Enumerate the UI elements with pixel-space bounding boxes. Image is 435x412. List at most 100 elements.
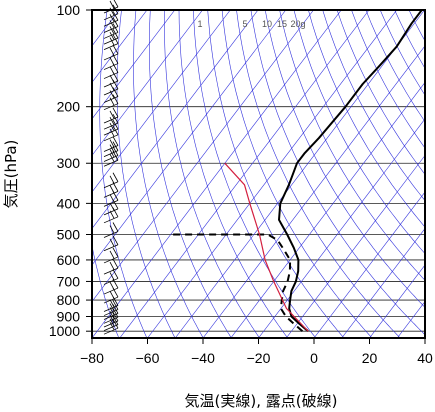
- dry-adiabat-line: [207, 10, 345, 338]
- wind-barb-shaft: [103, 43, 119, 50]
- wind-barb-shaft: [103, 37, 119, 45]
- wind-barb-flag: [112, 311, 119, 322]
- wind-barb-flag: [109, 303, 115, 312]
- x-tick-label: −40: [191, 350, 215, 366]
- wind-barb: [103, 235, 119, 252]
- wind-barb-shaft: [103, 313, 119, 320]
- wind-barb-shaft: [103, 327, 119, 335]
- isotherm-line: [92, 10, 203, 156]
- isotherm-line: [92, 10, 148, 83]
- y-tick-label: 900: [57, 308, 81, 324]
- isotherm-line: [92, 10, 342, 338]
- wind-barb-flag: [109, 14, 115, 22]
- wind-barb: [103, 107, 119, 124]
- isotherm-line: [92, 10, 259, 229]
- wind-barb-flag: [109, 20, 115, 29]
- wind-barb-flag: [112, 247, 119, 258]
- wind-barb-shaft: [103, 200, 119, 207]
- wind-barb-shaft: [103, 231, 119, 238]
- mixing-ratio-label: 15: [277, 19, 287, 29]
- wind-barb-flag: [109, 97, 115, 106]
- mixing-ratio-label: 10: [262, 19, 272, 29]
- mixing-ratio-label: 1: [197, 19, 202, 29]
- wind-barb-shaft: [103, 208, 119, 216]
- wind-barb-flag: [109, 122, 115, 131]
- wind-barb-shaft: [103, 324, 119, 332]
- wind-barb-shaft: [103, 80, 119, 88]
- wind-barb-flag: [112, 94, 119, 104]
- x-tick-label: 0: [310, 350, 318, 366]
- wind-barb-flag: [113, 0, 119, 8]
- wind-barb-flag: [109, 31, 115, 40]
- wind-barb-shaft: [103, 296, 119, 304]
- wind-barb-flag: [112, 113, 119, 124]
- dry-adiabat-line: [221, 10, 373, 338]
- wind-barb: [103, 222, 119, 238]
- wind-barb-flag: [112, 308, 119, 318]
- wind-barb: [103, 113, 119, 130]
- wind-barb-flag: [109, 202, 115, 211]
- wind-barb-flag: [109, 26, 115, 35]
- wind-barb-flag: [112, 141, 119, 151]
- isotherm-line: [369, 264, 425, 338]
- isotherm-line: [92, 10, 287, 266]
- wind-barb-flag: [109, 194, 115, 203]
- wind-barb-flag: [109, 0, 115, 9]
- wind-barb: [103, 11, 119, 27]
- wind-barb-shaft: [103, 103, 119, 111]
- mixing-ratio-labels: 1 5 10 15 20g: [197, 19, 305, 29]
- wind-barb: [103, 136, 119, 152]
- y-tick-label: 500: [57, 227, 81, 243]
- x-tick-label: 40: [417, 350, 433, 366]
- wind-barb-shaft: [103, 53, 119, 61]
- mixing-ratio-label: 5: [242, 19, 247, 29]
- isotherm-line: [313, 191, 425, 338]
- wind-barb-flag: [109, 47, 115, 56]
- isotherm-line: [147, 10, 398, 338]
- wind-barb-flag: [109, 290, 115, 299]
- wind-barb: [103, 258, 119, 275]
- wind-barb-shaft: [103, 122, 119, 130]
- wind-barb-flag: [112, 136, 119, 146]
- dry-adiabat-line: [250, 10, 425, 336]
- x-axis-ticks: −80 −60 −40 −20 0 20 40: [80, 338, 433, 366]
- isotherm-line: [175, 10, 425, 338]
- dry-adiabat-line: [116, 10, 176, 338]
- isotherm-line: [258, 118, 425, 338]
- wind-barb-shaft: [103, 32, 119, 39]
- wind-barb: [103, 318, 119, 335]
- wind-barb-flag: [109, 110, 115, 119]
- pressure-gridlines: [92, 9, 425, 332]
- wind-barb-shaft: [103, 309, 119, 316]
- wind-barb-flag: [112, 17, 119, 27]
- wind-barb-shaft: [103, 150, 119, 157]
- wind-barb-shaft: [103, 128, 119, 136]
- x-tick-label: −80: [80, 350, 104, 366]
- isotherm-line: [119, 10, 370, 338]
- y-tick-label: 700: [57, 273, 81, 289]
- wind-barb-shaft: [103, 19, 119, 27]
- wind-barb-flag: [109, 66, 115, 75]
- dry-adiabat-line: [99, 10, 148, 338]
- wind-barb-shaft: [103, 320, 119, 328]
- y-tick-label: 200: [57, 99, 81, 115]
- dry-adiabat-line: [308, 10, 425, 228]
- mixing-ratio-label: 20g: [290, 19, 305, 29]
- wind-barb: [103, 172, 119, 189]
- isotherm-line: [202, 45, 425, 338]
- wind-barb-shaft: [103, 26, 119, 33]
- wind-barb-flag: [112, 172, 119, 182]
- wind-barb-shaft: [103, 267, 119, 275]
- dry-adiabat-line: [164, 10, 260, 338]
- wind-barb-shaft: [103, 191, 119, 198]
- wind-barb: [103, 247, 119, 264]
- wind-barb-flag: [109, 74, 115, 83]
- y-tick-label: 100: [57, 2, 81, 18]
- y-tick-label: 300: [57, 155, 81, 171]
- wind-barb-flag: [112, 222, 119, 232]
- wind-barb-flag: [112, 258, 119, 269]
- y-tick-label: 800: [57, 292, 81, 308]
- wind-barb-shaft: [103, 159, 119, 167]
